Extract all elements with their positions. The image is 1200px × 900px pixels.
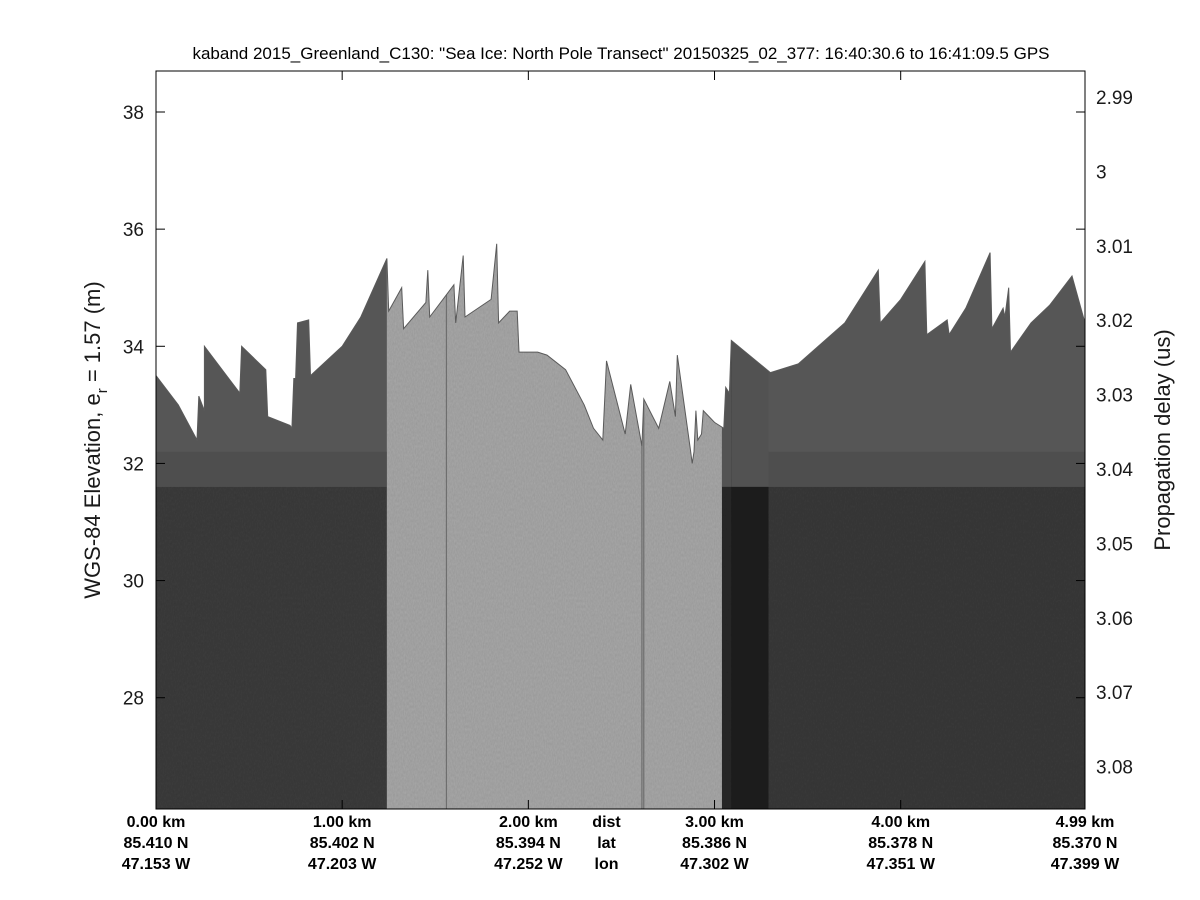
bottom-tick-dist-label: 3.00 km xyxy=(685,814,744,831)
layer-transition-0 xyxy=(156,451,387,487)
left-tick-label: 34 xyxy=(123,337,145,358)
right-tick-label: 3.06 xyxy=(1096,609,1133,630)
bottom-tick-lon-label: 47.153 W xyxy=(122,856,191,873)
left-tick-label: 32 xyxy=(123,454,144,475)
right-tick-label: 3.03 xyxy=(1096,386,1133,407)
left-axis-label: WGS-84 Elevation, er = 1.57 (m) xyxy=(80,281,111,598)
bottom-tick-lon-label: 47.351 W xyxy=(866,856,935,873)
layer-transition-1 xyxy=(768,451,1085,487)
chart-title: kaband 2015_Greenland_C130: "Sea Ice: No… xyxy=(192,44,1049,63)
bottom-tick-dist-label: 1.00 km xyxy=(313,814,372,831)
bottom-tick-lat-label: 85.394 N xyxy=(496,835,561,852)
right-tick-label: 3.05 xyxy=(1096,534,1133,555)
bottom-tick-lon-label: 47.399 W xyxy=(1051,856,1120,873)
plot-frame xyxy=(155,70,1086,810)
bottom-x-axis: 0.00 km 85.410 N 47.153 W 1.00 km 85.402 N 47… xyxy=(122,71,1120,873)
bottom-tick-lat-label: 85.378 N xyxy=(868,835,933,852)
bottom-tick-dist-label: 4.00 km xyxy=(871,814,930,831)
bottom-tick-lat-label: 85.370 N xyxy=(1053,835,1118,852)
surface-edge xyxy=(155,243,1086,464)
row-label-dist: dist xyxy=(592,814,621,831)
left-tick-label: 28 xyxy=(123,689,144,710)
bottom-tick-lon-label: 47.252 W xyxy=(494,856,563,873)
right-tick-label: 2.99 xyxy=(1096,88,1133,109)
bottom-tick-lat-label: 85.402 N xyxy=(310,835,375,852)
bottom-tick-lat-label: 85.386 N xyxy=(682,835,747,852)
bottom-tick-dist-label: 0.00 km xyxy=(127,814,186,831)
right-tick-label: 3.02 xyxy=(1096,311,1133,332)
bottom-tick-dist-label: 2.00 km xyxy=(499,814,558,831)
right-tick-label: 3 xyxy=(1096,162,1107,183)
right-tick-label: 3.07 xyxy=(1096,683,1133,704)
left-y-axis: 28 30 32 34 36 38 xyxy=(123,103,1085,710)
right-tick-label: 3.01 xyxy=(1096,237,1133,258)
bottom-tick-lon-label: 47.203 W xyxy=(308,856,377,873)
right-axis-label: Propagation delay (us) xyxy=(1150,329,1175,550)
right-y-axis: 2.99 3 3.01 3.02 3.03 3.04 3.05 3.06 3.07 3.08 xyxy=(1096,88,1133,779)
right-tick-label: 3.08 xyxy=(1096,758,1133,779)
row-label-lat: lat xyxy=(597,835,616,852)
row-label-lon: lon xyxy=(595,856,619,873)
left-tick-label: 38 xyxy=(123,103,144,124)
right-tick-label: 3.04 xyxy=(1096,460,1133,481)
bottom-tick-lat-label: 85.410 N xyxy=(124,835,189,852)
bottom-tick-lon-label: 47.302 W xyxy=(680,856,749,873)
left-tick-label: 30 xyxy=(123,572,144,593)
left-tick-label: 36 xyxy=(123,220,144,241)
plot-area xyxy=(155,70,1086,810)
bottom-tick-dist-label: 4.99 km xyxy=(1056,814,1115,831)
echogram-band-2 xyxy=(721,243,732,809)
